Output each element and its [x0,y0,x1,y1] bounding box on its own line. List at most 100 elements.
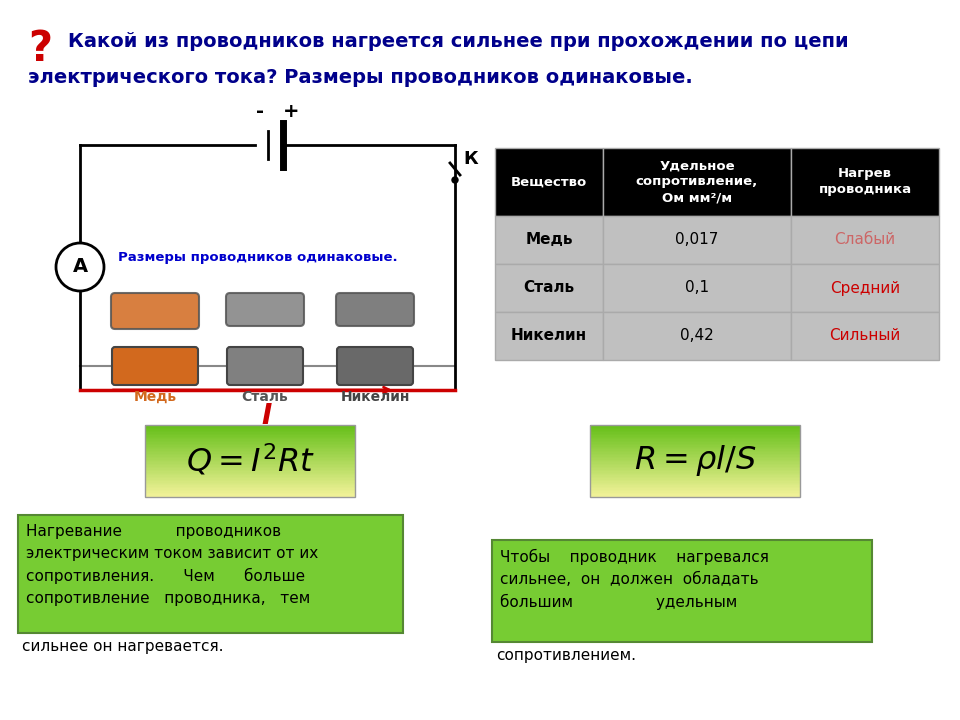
Bar [590,459,800,462]
Bar [590,444,800,446]
Bar [590,467,800,469]
FancyBboxPatch shape [111,293,199,329]
Bar [603,312,791,360]
Bar [590,435,800,437]
Bar [590,495,800,498]
Bar [590,475,800,477]
Text: Сталь: Сталь [523,281,575,295]
Text: Никелин: Никелин [511,328,588,343]
Bar [145,426,355,428]
Bar [145,474,355,476]
Text: -: - [256,102,264,121]
Bar [590,464,800,466]
Bar [590,494,800,496]
Bar [590,491,800,493]
Bar [590,471,800,473]
Bar [145,465,355,467]
Bar [590,478,800,480]
Bar [145,461,355,463]
Bar [590,477,800,479]
Bar [791,264,939,312]
Bar [590,485,800,487]
Bar [145,467,355,469]
Text: $R = \rho l/S$: $R = \rho l/S$ [634,444,756,479]
Bar [590,446,800,449]
Bar [590,469,800,472]
FancyBboxPatch shape [226,293,304,326]
Bar [590,488,800,490]
Bar [145,436,355,438]
Bar [590,487,800,489]
Bar [590,438,800,440]
Text: К: К [463,150,478,168]
Bar [145,492,355,495]
Text: сильнее он нагревается.: сильнее он нагревается. [22,639,224,654]
Bar [590,448,800,450]
FancyBboxPatch shape [112,347,198,385]
Bar [590,442,800,444]
Bar [590,492,800,495]
Text: ?: ? [28,28,52,70]
Bar [145,472,355,474]
Bar [590,454,800,456]
Bar [145,454,355,456]
Bar [145,439,355,441]
Bar [145,464,355,466]
Text: Средний: Средний [830,281,900,295]
Circle shape [56,243,104,291]
Bar [145,481,355,483]
Bar [145,451,355,453]
Bar [791,148,939,216]
Bar [590,490,800,492]
Bar [145,444,355,446]
Bar [145,433,355,436]
Bar [495,264,603,312]
Bar [145,482,355,485]
Bar [145,452,355,454]
Bar [145,438,355,440]
Bar [590,468,800,470]
Bar [145,480,355,482]
Bar [590,441,800,443]
Text: Медь: Медь [133,390,177,404]
Bar [145,435,355,437]
Bar [590,482,800,485]
Bar [145,449,355,451]
FancyBboxPatch shape [227,347,303,385]
Bar [495,312,603,360]
Bar [590,452,800,454]
Text: Вещество: Вещество [511,176,588,189]
Text: Чтобы    проводник    нагревался
сильнее,  он  должен  обладать
большим         : Чтобы проводник нагревался сильнее, он д… [500,549,769,611]
Bar [18,515,403,633]
Text: Никелин: Никелин [340,390,410,404]
Bar [145,488,355,490]
Bar [590,461,800,463]
Bar [145,462,355,464]
Bar [590,445,800,447]
Bar [145,490,355,492]
Bar [590,481,800,483]
Bar [145,425,355,427]
Text: 0,017: 0,017 [675,233,719,248]
Bar [590,455,800,457]
Bar [145,485,355,487]
Bar [145,494,355,496]
Bar [145,448,355,450]
Bar [145,478,355,480]
Text: Сталь: Сталь [242,390,288,404]
Text: Слабый: Слабый [834,233,896,248]
Text: электрического тока? Размеры проводников одинаковые.: электрического тока? Размеры проводников… [28,68,693,87]
Bar [603,264,791,312]
Bar [145,484,355,486]
FancyBboxPatch shape [336,293,414,326]
Bar [590,472,800,474]
Bar [145,455,355,457]
Bar [145,456,355,459]
Bar [145,442,355,444]
Bar [590,426,800,428]
Bar [791,216,939,264]
Bar [590,429,800,431]
Bar [590,465,800,467]
Bar [603,216,791,264]
Text: 0,42: 0,42 [680,328,714,343]
